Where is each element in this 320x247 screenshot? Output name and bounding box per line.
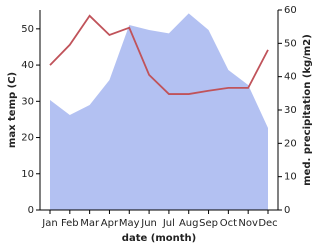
y2-tick-label: 10 bbox=[284, 172, 297, 183]
temp-line bbox=[49, 14, 269, 95]
x-tick-label: May bbox=[119, 218, 140, 229]
y2-tick-label: 0 bbox=[284, 205, 290, 216]
y-tick-label: 50 bbox=[21, 24, 34, 35]
x-tick-label: Feb bbox=[61, 218, 79, 229]
x-tick-label: Apr bbox=[101, 218, 119, 229]
y2-tick-label: 60 bbox=[284, 5, 297, 16]
x-tick-label: Mar bbox=[80, 218, 100, 229]
x-tick-label: Jan bbox=[41, 218, 57, 229]
y-tick-label: 40 bbox=[21, 60, 34, 71]
y2-tick-label: 40 bbox=[284, 72, 297, 83]
x-tick-label: Aug bbox=[179, 218, 199, 229]
x-tick-label: Sep bbox=[199, 218, 218, 229]
y2-tick-label: 30 bbox=[284, 105, 297, 116]
y-axis-title: max temp (C) bbox=[7, 72, 18, 148]
y-tick-label: 0 bbox=[28, 205, 34, 216]
x-tick-label: Nov bbox=[238, 218, 258, 229]
y2-axis-title: med. precipitation (kg/m2) bbox=[302, 34, 313, 186]
x-axis-title: date (month) bbox=[122, 233, 196, 244]
x-tick-label: Oct bbox=[220, 218, 237, 229]
y-tick-label: 10 bbox=[21, 169, 34, 180]
y-tick-label: 30 bbox=[21, 96, 34, 107]
precipitation-area bbox=[50, 13, 268, 211]
y-tick-label: 20 bbox=[21, 133, 34, 144]
x-tick-label: Dec bbox=[258, 218, 277, 229]
y2-tick-label: 20 bbox=[284, 138, 297, 149]
y2-tick-label: 50 bbox=[284, 38, 297, 49]
x-tick-label: Jul bbox=[162, 218, 175, 229]
x-tick-label: Jun bbox=[140, 218, 157, 229]
